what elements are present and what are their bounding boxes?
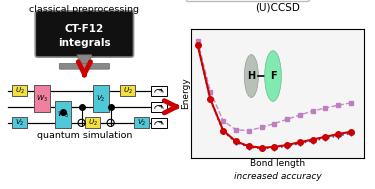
FancyBboxPatch shape (151, 86, 167, 96)
Text: $U_2$: $U_2$ (123, 86, 132, 96)
FancyBboxPatch shape (34, 85, 50, 112)
Y-axis label: Energy: Energy (181, 78, 190, 109)
FancyBboxPatch shape (12, 85, 27, 96)
Text: $U_2$: $U_2$ (88, 118, 98, 128)
FancyBboxPatch shape (12, 117, 27, 128)
Text: quantum simulation: quantum simulation (37, 131, 132, 140)
Text: $U_2$: $U_2$ (15, 86, 25, 96)
FancyBboxPatch shape (93, 85, 109, 112)
Text: H: H (247, 71, 255, 81)
Text: $W_3$: $W_3$ (57, 110, 69, 120)
FancyBboxPatch shape (85, 117, 100, 128)
Circle shape (244, 55, 258, 98)
Legend: 6-31G, CT-F12*, CBS: 6-31G, CT-F12*, CBS (186, 0, 309, 1)
FancyBboxPatch shape (55, 101, 71, 128)
X-axis label: Bond length: Bond length (250, 159, 305, 168)
Text: integrals: integrals (58, 38, 111, 47)
FancyBboxPatch shape (35, 11, 134, 57)
Text: F: F (270, 71, 276, 81)
Text: $V_2$: $V_2$ (15, 118, 24, 128)
FancyBboxPatch shape (59, 64, 110, 69)
Text: increased accuracy: increased accuracy (234, 172, 321, 181)
Text: classical preprocessing: classical preprocessing (29, 5, 140, 14)
FancyBboxPatch shape (134, 117, 149, 128)
Polygon shape (77, 55, 92, 65)
Text: (U)CCSD: (U)CCSD (255, 3, 300, 13)
Circle shape (265, 51, 281, 101)
FancyBboxPatch shape (120, 85, 135, 96)
Text: $V_2$: $V_2$ (137, 118, 146, 128)
Text: $W_3$: $W_3$ (36, 94, 48, 104)
Text: CT-F12: CT-F12 (65, 24, 104, 34)
FancyBboxPatch shape (151, 118, 167, 128)
FancyBboxPatch shape (151, 102, 167, 112)
Text: $V_2$: $V_2$ (96, 94, 106, 104)
FancyBboxPatch shape (39, 15, 130, 53)
